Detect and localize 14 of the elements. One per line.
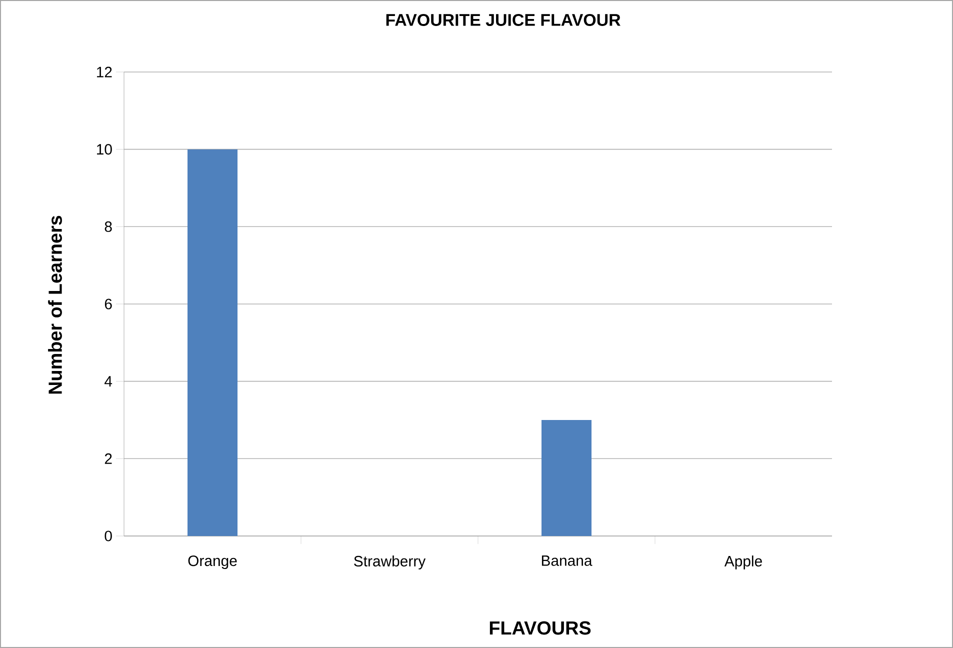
y-tick-label: 6 [104, 298, 112, 310]
y-axis-title: Number of Learners [48, 216, 62, 394]
x-axis-title: FLAVOURS [490, 621, 591, 635]
x-tick-label: Banana [542, 556, 592, 566]
y-tick-label: 2 [104, 453, 112, 464]
y-tick-label: 4 [104, 376, 112, 386]
x-tick-label: Apple [724, 556, 762, 570]
y-tick-label: 0 [104, 530, 112, 542]
y-tick-label: 8 [104, 221, 112, 232]
y-tick-label: 10 [97, 144, 112, 155]
x-tick-label: Strawberry [354, 556, 426, 570]
chart-title: FAVOURITE JUICE FLAVOUR [386, 14, 620, 26]
x-tick-label: Orange [188, 556, 237, 570]
y-tick-label: 12 [97, 66, 112, 78]
